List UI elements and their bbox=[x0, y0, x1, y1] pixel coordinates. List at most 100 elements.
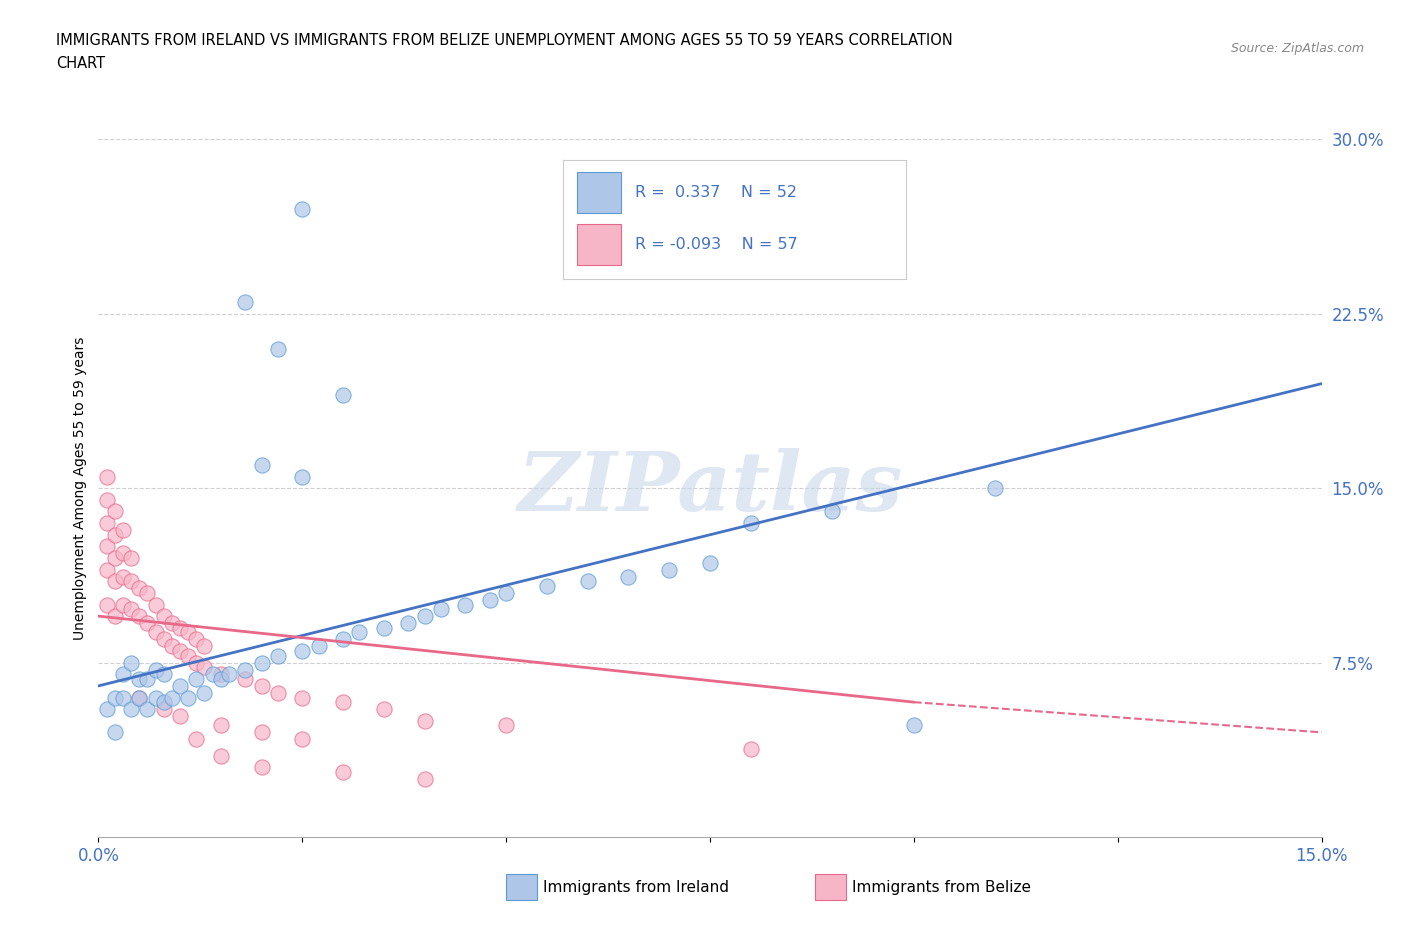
Point bbox=[152, 701, 174, 716]
Point bbox=[104, 551, 127, 565]
Point bbox=[250, 655, 273, 670]
Point bbox=[373, 701, 395, 716]
Point bbox=[128, 580, 150, 596]
Point bbox=[96, 539, 118, 554]
Point bbox=[96, 562, 118, 577]
Point bbox=[120, 574, 142, 589]
Point bbox=[128, 690, 150, 705]
Point bbox=[233, 662, 256, 677]
Point bbox=[96, 493, 118, 508]
Point bbox=[495, 586, 517, 601]
Point bbox=[111, 523, 134, 538]
Point bbox=[413, 713, 436, 728]
Point bbox=[291, 202, 314, 217]
Point bbox=[177, 625, 200, 640]
Point bbox=[193, 639, 215, 654]
Point bbox=[250, 458, 273, 472]
Point bbox=[233, 671, 256, 686]
Text: IMMIGRANTS FROM IRELAND VS IMMIGRANTS FROM BELIZE UNEMPLOYMENT AMONG AGES 55 TO : IMMIGRANTS FROM IRELAND VS IMMIGRANTS FR… bbox=[56, 33, 953, 47]
Point bbox=[169, 709, 191, 724]
Point bbox=[250, 725, 273, 740]
Point bbox=[169, 644, 191, 658]
Point bbox=[169, 679, 191, 694]
Point bbox=[128, 609, 150, 624]
Point bbox=[145, 662, 167, 677]
Point bbox=[177, 648, 200, 663]
Point bbox=[96, 469, 118, 484]
Point bbox=[536, 578, 558, 593]
Point bbox=[152, 667, 174, 682]
Point bbox=[152, 632, 174, 647]
Point bbox=[128, 690, 150, 705]
Point bbox=[201, 667, 224, 682]
Point bbox=[96, 597, 118, 612]
Point bbox=[186, 655, 208, 670]
Text: Immigrants from Ireland: Immigrants from Ireland bbox=[543, 880, 728, 895]
Point bbox=[373, 620, 395, 635]
Point bbox=[218, 667, 240, 682]
Point bbox=[169, 620, 191, 635]
Point bbox=[120, 701, 142, 716]
Point bbox=[209, 748, 232, 763]
Point bbox=[160, 690, 183, 705]
Point bbox=[186, 732, 208, 747]
Point bbox=[111, 546, 134, 561]
Point bbox=[617, 569, 640, 584]
Point bbox=[291, 732, 314, 747]
Point bbox=[267, 685, 290, 700]
Point bbox=[396, 616, 419, 631]
Point bbox=[478, 592, 501, 607]
Point bbox=[454, 597, 477, 612]
Point bbox=[145, 690, 167, 705]
Point bbox=[332, 764, 354, 779]
Point bbox=[111, 690, 134, 705]
Point bbox=[413, 609, 436, 624]
Point bbox=[413, 772, 436, 787]
Text: Source: ZipAtlas.com: Source: ZipAtlas.com bbox=[1230, 42, 1364, 55]
Point bbox=[152, 695, 174, 710]
Point bbox=[111, 597, 134, 612]
Point bbox=[104, 609, 127, 624]
Point bbox=[430, 602, 453, 617]
Point bbox=[104, 690, 127, 705]
Point bbox=[332, 632, 354, 647]
Point bbox=[160, 639, 183, 654]
Text: ZIPatlas: ZIPatlas bbox=[517, 448, 903, 528]
Point bbox=[104, 574, 127, 589]
Point bbox=[291, 469, 314, 484]
Point bbox=[740, 741, 762, 756]
Point bbox=[740, 515, 762, 530]
Point bbox=[104, 725, 127, 740]
Point bbox=[120, 602, 142, 617]
Point bbox=[186, 632, 208, 647]
Point bbox=[104, 504, 127, 519]
Point bbox=[308, 639, 330, 654]
Point bbox=[209, 671, 232, 686]
Point bbox=[495, 718, 517, 733]
Point bbox=[136, 616, 159, 631]
Point bbox=[186, 671, 208, 686]
Point bbox=[332, 695, 354, 710]
Point bbox=[193, 660, 215, 675]
Point bbox=[193, 685, 215, 700]
Point bbox=[111, 667, 134, 682]
Point bbox=[576, 574, 599, 589]
Y-axis label: Unemployment Among Ages 55 to 59 years: Unemployment Among Ages 55 to 59 years bbox=[73, 337, 87, 640]
Text: CHART: CHART bbox=[56, 56, 105, 71]
Point bbox=[111, 569, 134, 584]
Point bbox=[267, 648, 290, 663]
Point bbox=[250, 679, 273, 694]
Point bbox=[145, 625, 167, 640]
Point bbox=[120, 551, 142, 565]
Text: Immigrants from Belize: Immigrants from Belize bbox=[852, 880, 1031, 895]
Point bbox=[332, 388, 354, 403]
Point bbox=[177, 690, 200, 705]
Point bbox=[349, 625, 371, 640]
Point bbox=[152, 609, 174, 624]
Point bbox=[136, 701, 159, 716]
Point bbox=[984, 481, 1007, 496]
Point bbox=[699, 555, 721, 570]
Point bbox=[250, 760, 273, 775]
Point bbox=[104, 527, 127, 542]
Point bbox=[291, 644, 314, 658]
